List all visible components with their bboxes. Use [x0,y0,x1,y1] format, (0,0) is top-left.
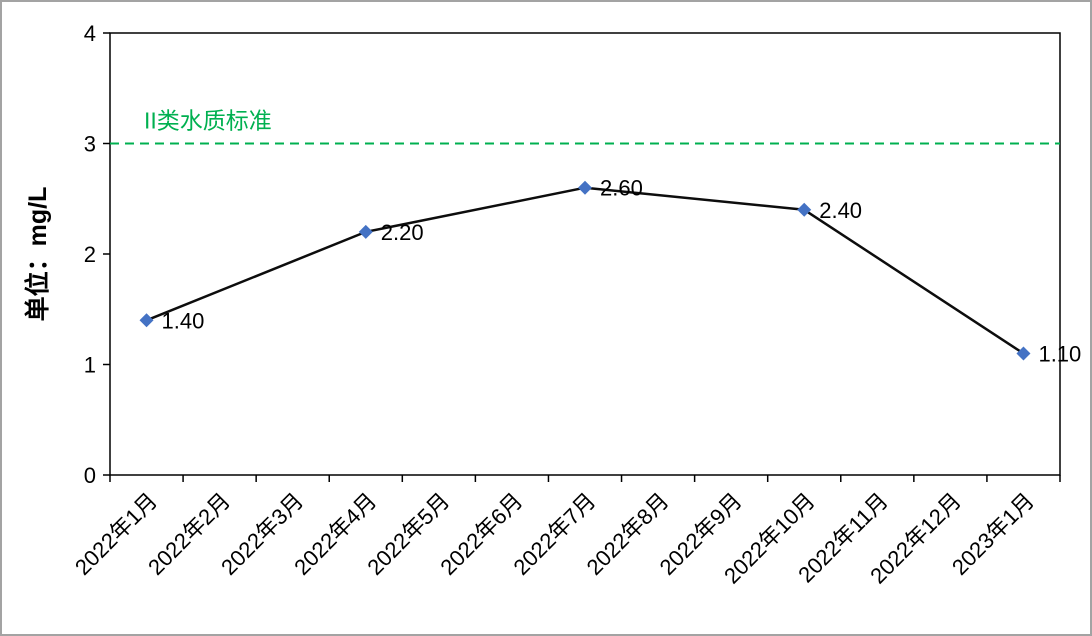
data-point-label: 1.40 [162,308,205,333]
reference-line-label: II类水质标准 [144,108,272,134]
data-point-label: 2.60 [600,176,643,201]
data-point-marker [358,224,373,239]
data-point-label: 1.10 [1038,341,1081,366]
data-point-marker [1016,346,1031,361]
data-point-marker [797,202,812,217]
y-axis-tick-label: 2 [84,242,96,267]
y-axis-title: 单位：mg/L [23,187,52,322]
y-axis-tick-label: 0 [84,463,96,488]
data-point-marker [578,180,592,195]
plot-area-border [109,32,1061,476]
y-axis-tick-label: 1 [84,353,96,378]
y-axis-tick-label: 4 [84,21,96,46]
series-line [146,186,1025,355]
data-point-label: 2.40 [819,198,862,223]
data-point-marker [139,313,154,328]
y-axis-tick-label: 3 [84,132,96,157]
data-point-label: 2.20 [381,220,424,245]
